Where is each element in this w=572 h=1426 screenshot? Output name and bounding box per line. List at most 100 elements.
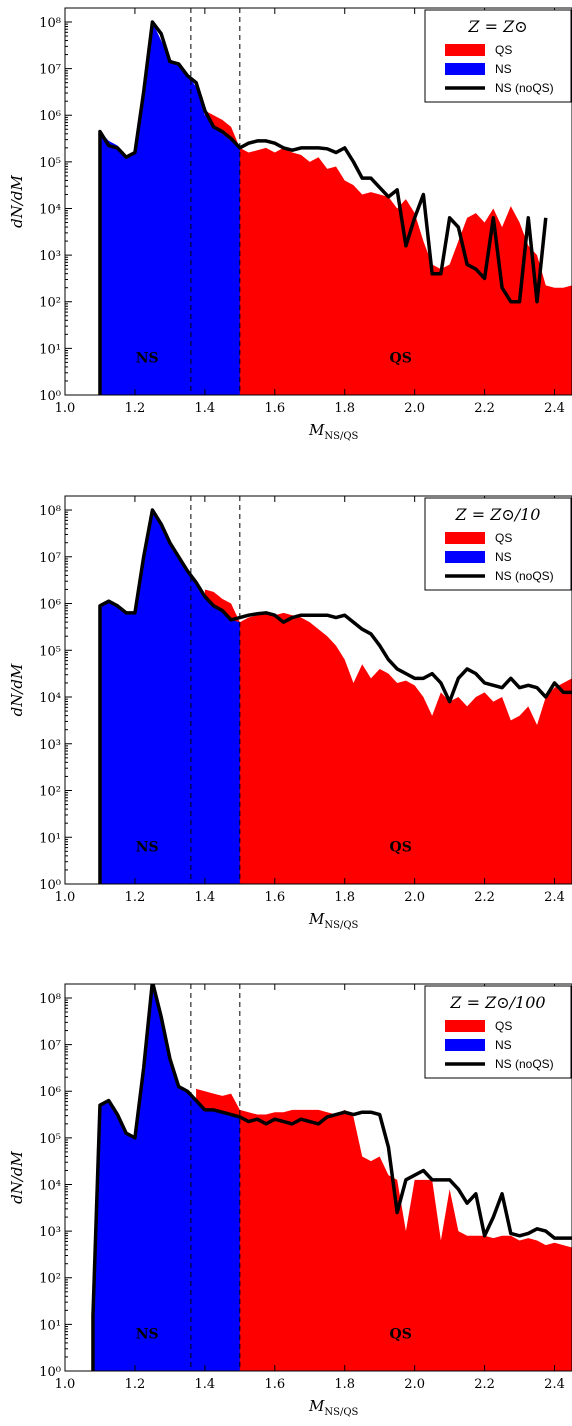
x-tick-label: 1.0 <box>55 401 76 416</box>
y-tick-label: 10⁷ <box>39 551 61 566</box>
legend-label: NS (noQS) <box>495 1057 554 1071</box>
x-tick-label: 1.4 <box>195 1377 216 1392</box>
y-tick-label: 10⁸ <box>39 16 61 31</box>
y-tick-label: 10⁴ <box>39 202 61 217</box>
x-tick-label: 2.4 <box>544 1377 565 1392</box>
qs-annotation: QS <box>390 1326 412 1342</box>
axes-frame <box>64 7 572 396</box>
x-tick-label: 2.4 <box>544 401 565 416</box>
x-tick-label: 2.2 <box>474 1377 495 1392</box>
y-tick-label: 10⁰ <box>39 1365 61 1380</box>
ns-annotation: NS <box>136 350 159 366</box>
y-tick-label: 10⁰ <box>39 389 61 404</box>
legend-label: QS <box>495 1019 512 1033</box>
x-tick-label: 2.0 <box>404 890 425 905</box>
y-tick-label: 10¹ <box>39 831 61 846</box>
x-tick-label: 1.6 <box>264 1377 285 1392</box>
legend-title: Z = Z⊙/10 <box>455 505 541 524</box>
x-tick-label: 1.4 <box>195 890 216 905</box>
y-tick-label: 10⁶ <box>39 109 61 124</box>
y-tick-label: 10⁷ <box>39 1039 61 1054</box>
x-axis-label: MNS/QS <box>308 1397 359 1418</box>
y-tick-label: 10¹ <box>39 342 61 357</box>
legend-swatch-ns <box>445 63 485 75</box>
qs-annotation: QS <box>390 839 412 855</box>
ns-area <box>99 510 240 884</box>
chart-panel-1: 1.0 1.2 1.4 1.6 1.8 2.0 2.2 2.4 10⁰ 10¹ 10² 10³ 10⁴ 1… <box>8 7 572 442</box>
plot-area <box>91 984 572 1371</box>
y-axis-label: dN/dM <box>8 663 26 716</box>
x-axis-label: MNS/QS <box>308 421 359 442</box>
legend-label: NS (noQS) <box>495 81 554 95</box>
legend: Z = Z⊙/100 QS NS NS (noQS) <box>424 985 572 1079</box>
plot-area <box>98 496 572 884</box>
legend-swatch-ns <box>445 1039 485 1051</box>
x-tick-label: 1.2 <box>125 890 146 905</box>
y-tick-label: 10¹ <box>39 1318 61 1333</box>
y-tick-label: 10⁵ <box>39 156 61 171</box>
qs-area <box>204 589 572 884</box>
x-tick-label: 2.2 <box>474 890 495 905</box>
legend-label: QS <box>495 531 512 545</box>
y-tick-label: 10³ <box>39 249 61 264</box>
legend: Z = Z⊙/10 QS NS NS (noQS) <box>424 497 572 591</box>
x-tick-label: 1.8 <box>334 401 355 416</box>
x-tick-label: 2.4 <box>544 890 565 905</box>
legend-swatch-qs <box>445 1020 485 1032</box>
ns-noqs-line <box>98 508 572 884</box>
ns-noqs-line <box>98 20 548 395</box>
chart-panel-2: 1.0 1.2 1.4 1.6 1.8 2.0 2.2 2.4 10⁰ 10¹ 10² 10³ 10⁴ 1… <box>8 495 572 931</box>
legend-title: Z = Z⊙ <box>467 17 527 36</box>
x-axis-label: MNS/QS <box>308 910 359 931</box>
chart-panel-3: 1.0 1.2 1.4 1.6 1.8 2.0 2.2 2.4 10⁰ 10¹ 10² 10³ 10⁴ 1… <box>8 983 572 1418</box>
x-tick-label: 1.2 <box>125 1377 146 1392</box>
qs-annotation: QS <box>390 350 412 366</box>
y-tick-label: 10⁸ <box>39 504 61 519</box>
y-tick-label: 10² <box>39 296 61 311</box>
legend-label: NS <box>495 62 512 76</box>
x-tick-label: 1.0 <box>55 1377 76 1392</box>
x-tick-label: 1.8 <box>334 1377 355 1392</box>
legend-title: Z = Z⊙/100 <box>449 993 545 1012</box>
axes-frame <box>64 983 572 1372</box>
x-tick-label: 2.0 <box>404 401 425 416</box>
axes-frame <box>64 495 572 885</box>
x-tick-label: 1.6 <box>264 890 285 905</box>
y-axis-label: dN/dM <box>8 174 26 227</box>
ns-annotation: NS <box>136 839 159 855</box>
y-tick-label: 10⁶ <box>39 598 61 613</box>
ns-noqs-line <box>91 984 572 1371</box>
x-tick-label: 1.6 <box>264 401 285 416</box>
legend-label: NS <box>495 1038 512 1052</box>
ns-area <box>92 984 240 1371</box>
legend-label: NS (noQS) <box>495 569 554 583</box>
y-tick-label: 10⁵ <box>39 1132 61 1147</box>
y-tick-label: 10³ <box>39 738 61 753</box>
y-tick-label: 10⁴ <box>39 691 61 706</box>
y-tick-label: 10² <box>39 785 61 800</box>
legend-label: NS <box>495 550 512 564</box>
y-tick-label: 10⁰ <box>39 878 61 893</box>
y-tick-label: 10⁶ <box>39 1085 61 1100</box>
legend-swatch-ns <box>445 551 485 563</box>
ns-area <box>99 21 240 395</box>
y-tick-label: 10⁸ <box>39 992 61 1007</box>
legend-swatch-qs <box>445 532 485 544</box>
x-tick-label: 1.2 <box>125 401 146 416</box>
qs-area <box>204 110 572 395</box>
x-tick-label: 2.2 <box>474 401 495 416</box>
y-tick-label: 10⁴ <box>39 1178 61 1193</box>
legend-swatch-qs <box>445 44 485 56</box>
x-tick-label: 1.4 <box>195 401 216 416</box>
qs-area <box>196 1088 572 1371</box>
x-tick-label: 1.8 <box>334 890 355 905</box>
x-tick-label: 1.0 <box>55 890 76 905</box>
ns-annotation: NS <box>136 1326 159 1342</box>
legend-label: QS <box>495 43 512 57</box>
y-tick-label: 10⁵ <box>39 644 61 659</box>
y-tick-label: 10³ <box>39 1225 61 1240</box>
y-tick-label: 10² <box>39 1272 61 1287</box>
y-axis-label: dN/dM <box>8 1150 26 1203</box>
x-tick-label: 2.0 <box>404 1377 425 1392</box>
